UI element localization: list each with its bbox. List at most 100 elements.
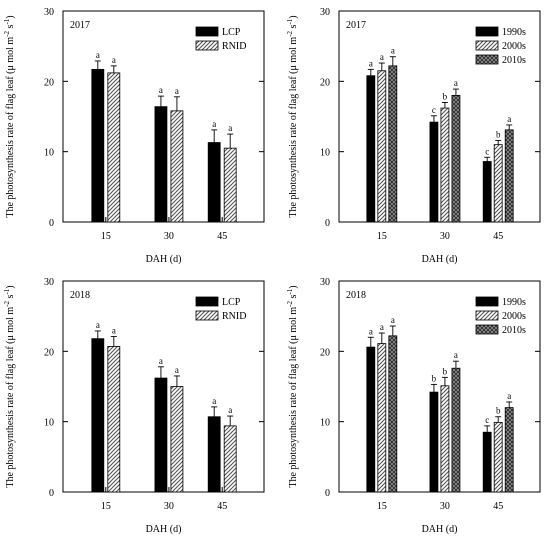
significance-letter: a <box>175 365 179 375</box>
significance-letter: a <box>159 356 163 366</box>
significance-letter: a <box>380 52 384 62</box>
bar <box>207 416 221 493</box>
bar <box>366 75 376 223</box>
significance-letter: a <box>96 320 100 330</box>
bar <box>388 335 398 493</box>
y-tick-label: 10 <box>320 148 330 159</box>
significance-letter: a <box>228 123 232 133</box>
x-tick-label: 30 <box>440 501 450 512</box>
bar <box>91 68 105 223</box>
y-tick-label: 20 <box>320 347 330 358</box>
legend-label: 2000s <box>502 311 526 322</box>
bar <box>154 106 168 223</box>
significance-letter: a <box>369 326 373 336</box>
x-tick-label: 45 <box>493 501 503 512</box>
legend-label: 1990s <box>502 297 526 308</box>
y-tick-label: 30 <box>320 277 330 288</box>
bar <box>429 391 439 493</box>
significance-letter: a <box>507 114 511 124</box>
significance-letter: a <box>391 46 395 56</box>
y-axis-label-superscript: -1 <box>286 288 294 294</box>
y-tick-label: 30 <box>44 7 54 18</box>
chart-panel-3: 0 10 20 30 15 30 45 a a a a a a 2018 LCP RNID DAH (d) The… <box>3 277 265 535</box>
y-tick-label: 10 <box>44 148 54 159</box>
bar <box>107 72 121 223</box>
y-axis-label-superscript: -2 <box>286 30 294 36</box>
legend-label: 2010s <box>502 55 526 66</box>
legend-label: RNID <box>222 311 246 322</box>
y-tick-label: 0 <box>325 218 330 229</box>
significance-letter: a <box>228 405 232 415</box>
significance-letter: a <box>391 315 395 325</box>
bar <box>429 121 439 223</box>
legend-label: LCP <box>222 27 241 38</box>
plot-frame <box>338 280 541 493</box>
panel-label: 2017 <box>346 20 366 31</box>
significance-letter: b <box>496 406 501 416</box>
significance-letter: a <box>454 78 458 88</box>
x-tick-label: 15 <box>377 501 387 512</box>
legend-label: 1990s <box>502 27 526 38</box>
y-tick-label: 30 <box>320 7 330 18</box>
bar <box>170 386 184 493</box>
y-axis-label: The photosynthesis rate of flag leaf (μ … <box>3 285 16 487</box>
significance-letter: a <box>212 119 216 129</box>
y-axis-label-superscript: -1 <box>3 288 11 294</box>
y-axis-label-part: The photosynthesis rate of flag leaf (μ … <box>5 37 16 218</box>
significance-letter: a <box>112 326 116 336</box>
x-axis-label: DAH (d) <box>422 254 458 265</box>
legend-swatch <box>195 310 219 321</box>
x-tick-label: 45 <box>217 501 227 512</box>
y-tick-label: 0 <box>325 488 330 499</box>
legend-swatch <box>195 40 219 51</box>
bar <box>170 110 184 223</box>
significance-letter: a <box>507 391 511 401</box>
x-tick-label: 30 <box>440 231 450 242</box>
x-tick-label: 45 <box>493 231 503 242</box>
bar <box>223 425 237 493</box>
x-tick-label: 30 <box>164 501 174 512</box>
y-axis-label-superscript: -1 <box>3 18 11 24</box>
y-axis-label: The photosynthesis rate of flag leaf (μ … <box>3 15 16 217</box>
significance-letter: b <box>443 91 448 101</box>
y-tick-label: 20 <box>44 347 54 358</box>
legend-label: 2010s <box>502 325 526 336</box>
bar <box>440 385 450 493</box>
x-tick-label: 15 <box>101 501 111 512</box>
significance-letter: a <box>159 85 163 95</box>
bar <box>207 142 221 223</box>
bar <box>366 346 376 493</box>
y-axis-label-part: s <box>5 24 16 31</box>
bar <box>482 431 492 493</box>
y-tick-label: 20 <box>320 77 330 88</box>
bar <box>91 338 105 493</box>
significance-letter: c <box>485 146 489 156</box>
y-axis-label-part: ) <box>5 285 16 288</box>
y-axis-label: The photosynthesis rate of flag leaf (μ … <box>286 15 299 217</box>
legend-swatch <box>475 324 499 335</box>
y-axis-label-part: s <box>5 294 16 301</box>
x-tick-label: 15 <box>101 231 111 242</box>
y-axis-label-part: The photosynthesis rate of flag leaf (μ … <box>5 307 16 488</box>
y-axis-label-superscript: -2 <box>3 300 11 306</box>
bar <box>482 161 492 223</box>
legend-label: LCP <box>222 297 241 308</box>
y-axis-label-superscript: -2 <box>286 300 294 306</box>
panel-label: 2017 <box>70 20 90 31</box>
significance-letter: b <box>432 373 437 383</box>
y-tick-label: 10 <box>320 418 330 429</box>
y-tick-label: 30 <box>44 277 54 288</box>
significance-letter: b <box>496 129 501 139</box>
x-tick-label: 45 <box>217 231 227 242</box>
x-tick-label: 15 <box>377 231 387 242</box>
significance-letter: c <box>432 105 436 115</box>
y-axis-label-part: The photosynthesis rate of flag leaf (μ … <box>288 37 299 218</box>
bar <box>223 147 237 223</box>
significance-letter: a <box>175 86 179 96</box>
legend-swatch <box>195 296 219 307</box>
significance-letter: c <box>485 415 489 425</box>
y-tick-label: 0 <box>49 488 54 499</box>
significance-letter: a <box>454 350 458 360</box>
